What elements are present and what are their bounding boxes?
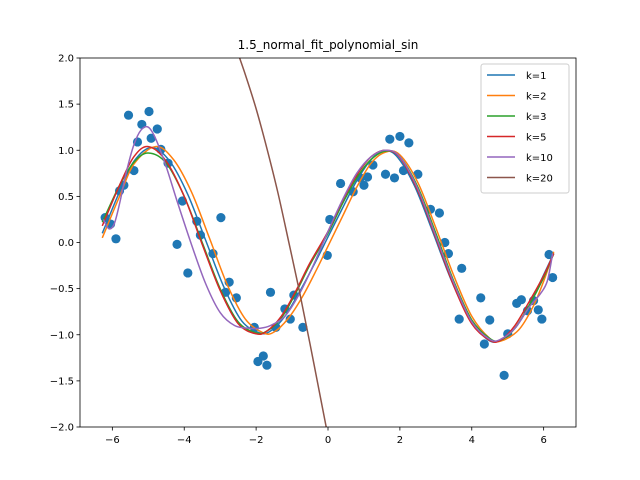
scatter-point — [262, 360, 272, 370]
scatter-point — [258, 351, 268, 361]
scatter-point — [434, 208, 445, 218]
legend: k=1 k=2 k=3 k=5 k=10 k=20 — [480, 63, 570, 194]
x-tick-label: −2 — [249, 435, 264, 446]
scatter-point — [216, 212, 226, 223]
x-tick-label: 4 — [469, 435, 475, 446]
legend-label: k=3 — [526, 112, 547, 123]
plot-area — [100, 58, 558, 427]
scatter-point — [335, 178, 346, 189]
scatter-point — [476, 293, 486, 303]
scatter-point — [499, 370, 509, 380]
scatter-point — [516, 295, 526, 305]
legend-label: k=20 — [526, 173, 553, 184]
legend-label: k=2 — [526, 91, 547, 102]
scatter-point — [172, 239, 182, 249]
scatter-point — [265, 287, 276, 297]
y-tick-label: 1.5 — [58, 100, 74, 111]
scatter-point — [404, 138, 414, 148]
series-line-k20 — [238, 58, 327, 427]
chart-title: 1.5_normal_fit_polynomial_sin — [238, 38, 419, 52]
scatter-point — [123, 110, 134, 120]
x-tick-label: 0 — [325, 435, 331, 446]
x-tick-label: 6 — [540, 435, 546, 446]
scatter-point — [298, 322, 308, 332]
scatter-point — [537, 314, 547, 324]
x-tick-label: −6 — [105, 435, 120, 446]
y-tick-label: −2.0 — [50, 423, 74, 434]
scatter-point — [479, 339, 489, 349]
y-tick-label: 0.0 — [58, 238, 74, 249]
y-tick-label: 0.5 — [58, 192, 74, 203]
scatter-point — [548, 272, 558, 283]
scatter-point — [389, 173, 400, 183]
scatter-point — [457, 263, 467, 273]
scatter-point — [146, 133, 156, 143]
scatter-point — [183, 268, 193, 278]
x-tick-label: 2 — [397, 435, 403, 446]
scatter-point — [359, 180, 369, 190]
y-tick-label: −1.0 — [50, 330, 74, 341]
scatter-point — [362, 172, 373, 182]
scatter-point — [395, 131, 405, 142]
scatter-point — [485, 315, 495, 325]
legend-label: k=1 — [526, 71, 547, 82]
y-tick-label: −1.5 — [50, 376, 74, 387]
x-tick-label: −4 — [177, 435, 192, 446]
y-tick-label: 2.0 — [58, 54, 74, 65]
legend-box — [480, 63, 570, 194]
series-line-k10 — [102, 125, 554, 342]
legend-label: k=10 — [526, 153, 553, 164]
scatter-point — [454, 314, 464, 324]
scatter-point — [533, 305, 543, 315]
scatter-point — [144, 106, 154, 117]
plot-clip-group — [100, 58, 558, 427]
legend-label: k=5 — [526, 132, 547, 143]
scatter-point — [111, 234, 121, 244]
scatter-point — [152, 124, 162, 134]
scatter-point — [385, 134, 395, 144]
y-tick-label: −0.5 — [50, 284, 74, 295]
scatter-point — [285, 314, 295, 324]
scatter-point — [380, 169, 391, 179]
y-tick-label: 1.0 — [58, 146, 74, 157]
axes: −6 −4 −2 0 2 4 6 −2.0 −1.5 −1.0 −0.5 0.0 0.5 1.0 1.5 2.… — [50, 54, 577, 446]
